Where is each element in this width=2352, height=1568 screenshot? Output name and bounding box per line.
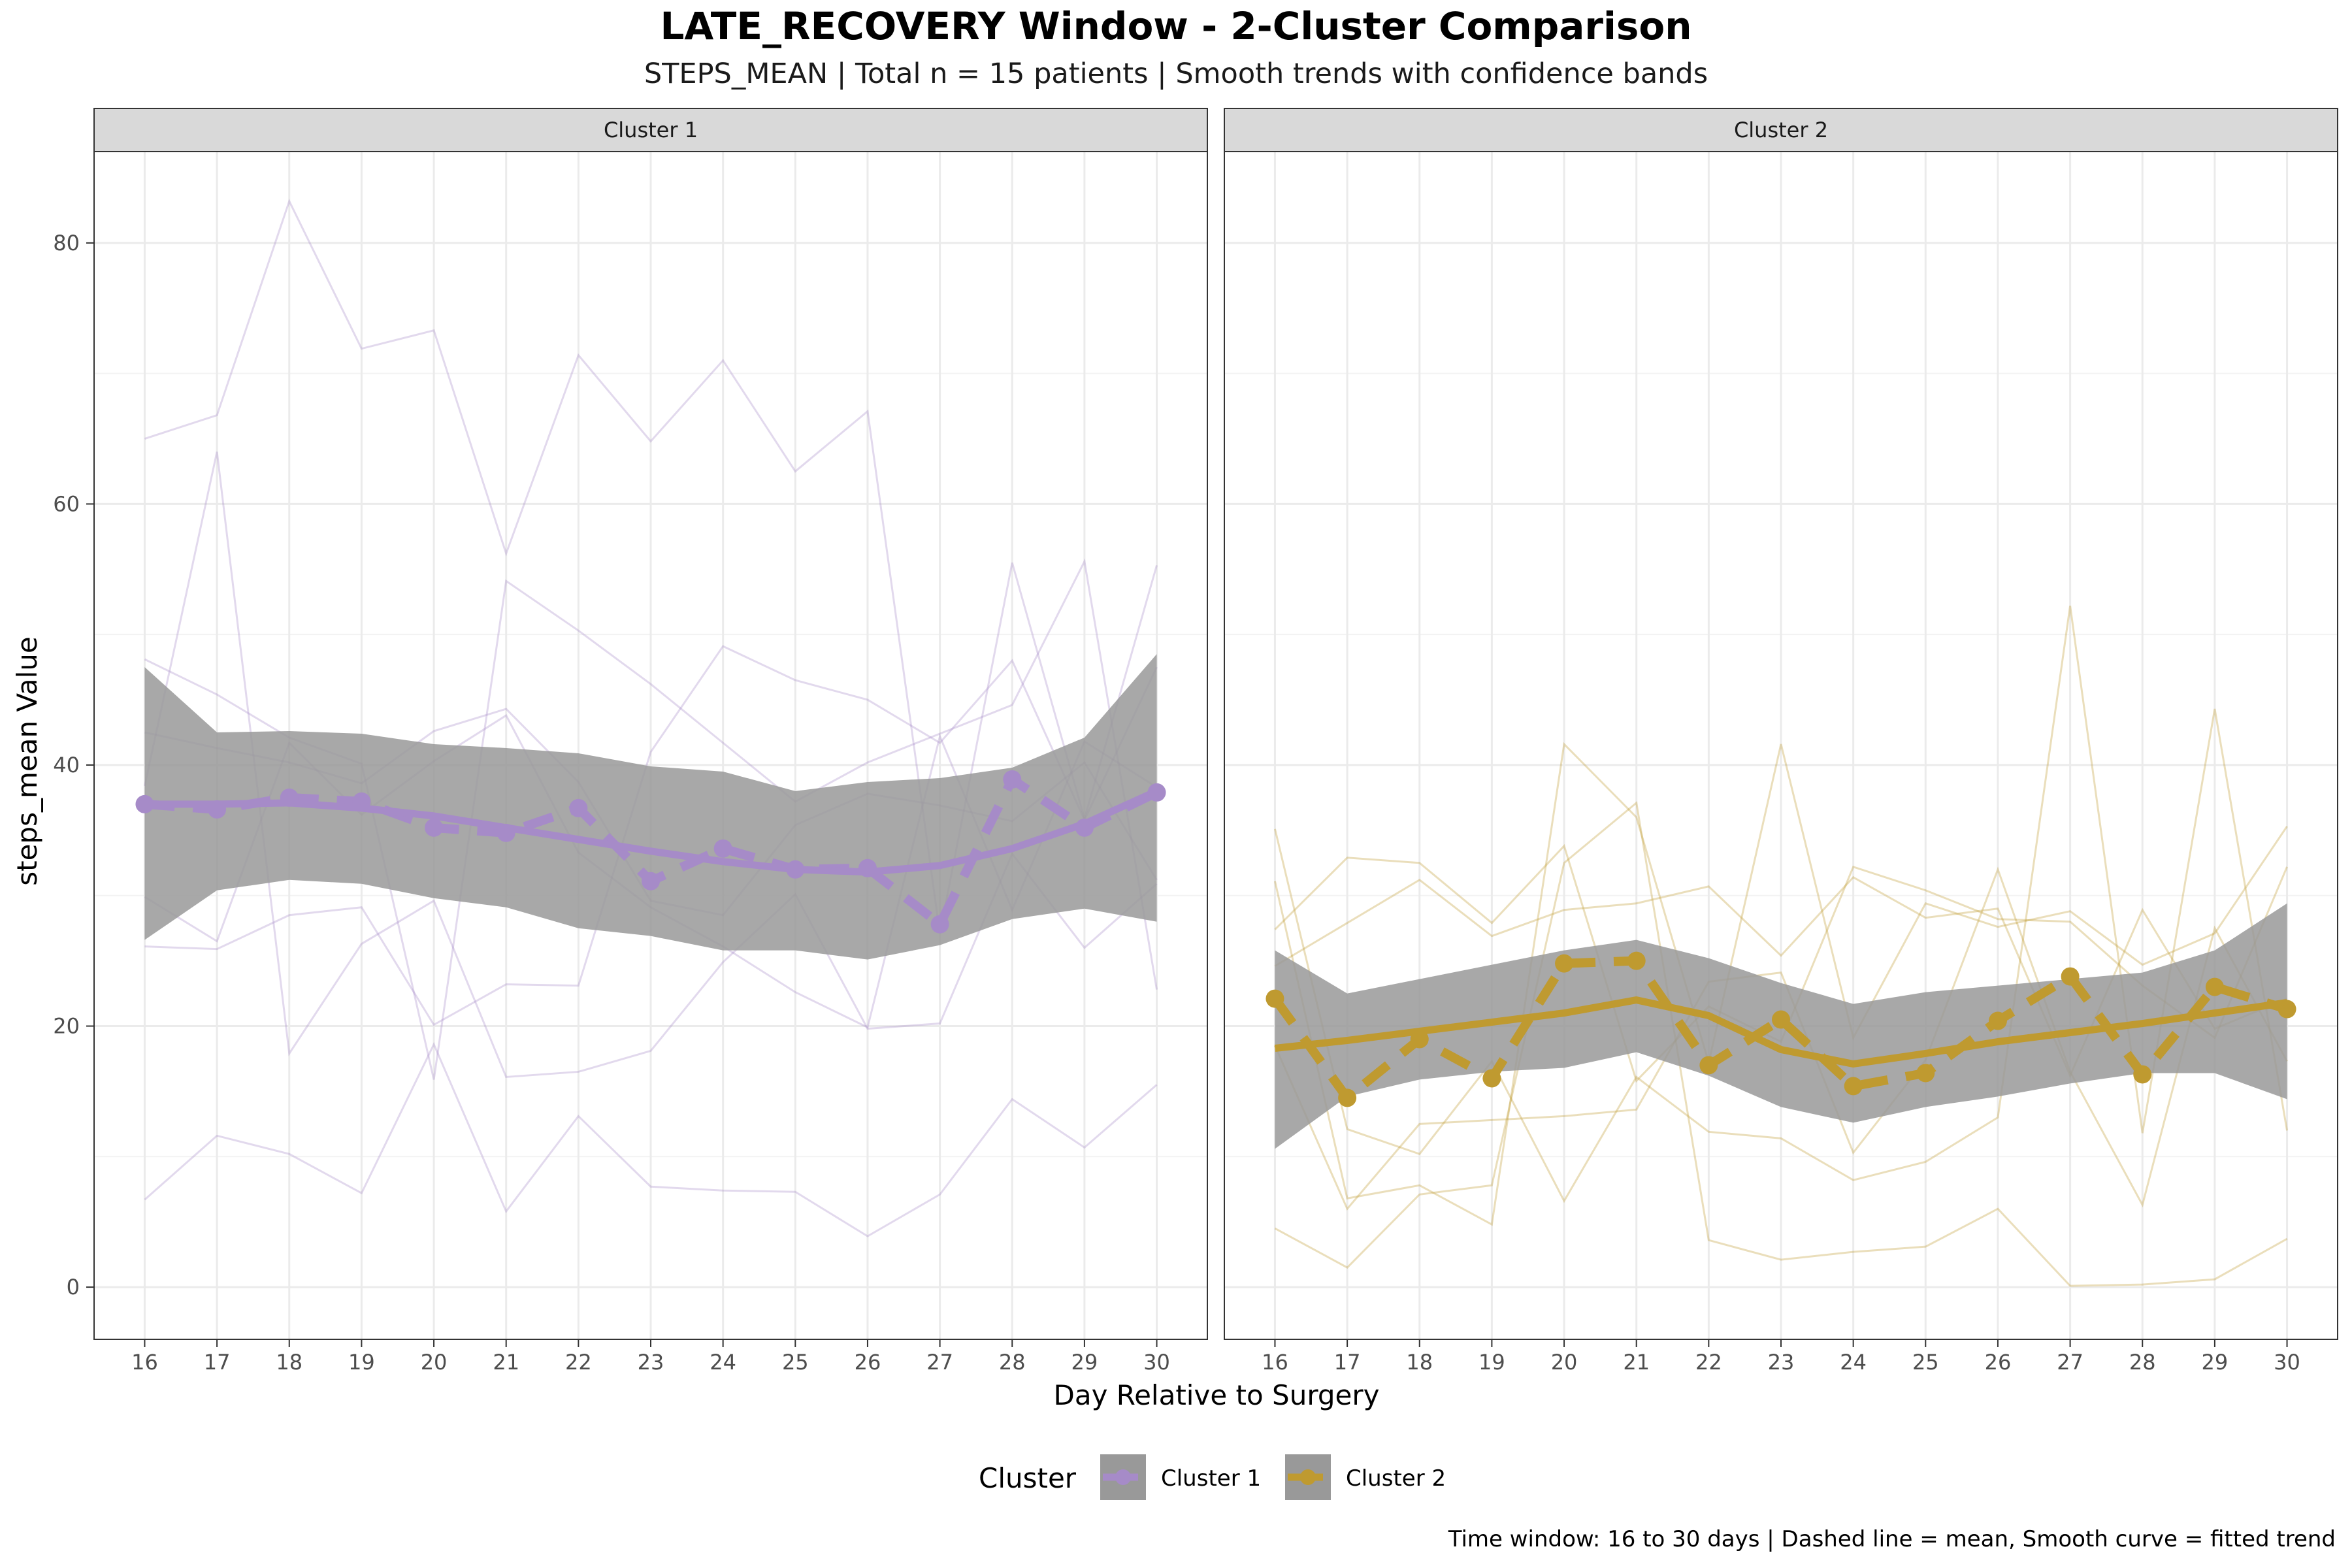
chart-caption: Time window: 16 to 30 days | Dashed line… — [1448, 1526, 2336, 1552]
x-tick-label: 23 — [638, 1350, 664, 1375]
patient-line-5 — [144, 1041, 1158, 1237]
x-tick-label: 28 — [2129, 1350, 2156, 1375]
mean-point — [1075, 818, 1094, 837]
x-tick-label: 25 — [782, 1350, 809, 1375]
x-tick-label: 17 — [1334, 1350, 1361, 1375]
mean-point — [208, 800, 227, 819]
mean-line — [1271, 956, 2289, 1103]
x-tick-label: 20 — [421, 1350, 448, 1375]
legend-label-cluster-1: Cluster 1 — [1161, 1465, 1261, 1492]
x-tick-label: 25 — [1912, 1350, 1939, 1375]
smooth-trend-line — [144, 787, 1158, 876]
x-tick-label: 26 — [855, 1350, 881, 1375]
mean-point — [642, 872, 660, 890]
x-tick-label: 24 — [1840, 1350, 1867, 1375]
mean-point — [930, 915, 949, 934]
mean-point — [1147, 783, 1166, 802]
legend-key-cluster-2 — [1285, 1454, 1331, 1500]
y-tick-label: 80 — [53, 231, 80, 255]
x-tick-label: 26 — [1985, 1350, 2012, 1375]
panels: Cluster 1 16 17 18 19 20 21 22 23 24 25 26 27 28 29 30 0… — [53, 108, 2338, 1375]
mean-point — [1482, 1069, 1501, 1088]
mean-point — [2278, 1000, 2296, 1019]
x-tick-label: 28 — [999, 1350, 1026, 1375]
y-axis-label: steps_mean Value — [11, 636, 43, 886]
x-tick-label: 24 — [710, 1350, 736, 1375]
confidence-band — [144, 654, 1157, 960]
x-tick-label: 27 — [2057, 1350, 2083, 1375]
chart-subtitle: STEPS_MEAN | Total n = 15 patients | Smo… — [644, 57, 1708, 90]
y-tick-label: 60 — [53, 491, 80, 516]
mean-point — [1003, 770, 1022, 789]
legend: Cluster Cluster 1 Cluster 2 — [979, 1454, 1446, 1500]
legend-label-cluster-2: Cluster 2 — [1346, 1465, 1446, 1492]
mean-point — [1988, 1011, 2007, 1030]
mean-point — [280, 788, 299, 807]
smooth-trend-line — [1274, 996, 2288, 1068]
mean-point — [2205, 977, 2224, 996]
x-tick-label: 20 — [1551, 1350, 1578, 1375]
mean-point — [425, 818, 444, 837]
mean-point — [569, 798, 588, 817]
legend-key-cluster-1 — [1100, 1454, 1146, 1500]
x-tick-label: 21 — [1623, 1350, 1650, 1375]
facet-strip — [1224, 108, 2338, 152]
x-tick-label: 19 — [1478, 1350, 1505, 1375]
mean-point — [1699, 1056, 1718, 1075]
x-tick-label: 27 — [926, 1350, 953, 1375]
mean-point — [1844, 1077, 1863, 1096]
mean-point — [1555, 954, 1574, 973]
mean-point — [497, 823, 515, 842]
x-tick-label: 17 — [204, 1350, 231, 1375]
patient-line-3 — [1274, 801, 2288, 1287]
mean-point — [1410, 1030, 1429, 1049]
mean-point — [713, 839, 732, 858]
mean-point — [1338, 1088, 1357, 1107]
patient-line-5 — [1274, 875, 2288, 1079]
x-tick-label: 18 — [276, 1350, 302, 1375]
mean-point — [1772, 1010, 1790, 1029]
patient-line-2 — [1273, 742, 2288, 1226]
y-tick-label: 20 — [53, 1014, 80, 1039]
patient-line-1 — [144, 198, 1158, 934]
patient-line-1 — [1273, 606, 2289, 1203]
panel-cluster-2: Cluster 2 16 17 18 19 20 21 22 23 24 25 26 27 28 29 30 — [1224, 108, 2338, 1375]
x-tick-label: 23 — [1768, 1350, 1795, 1375]
x-tick-label: 16 — [1262, 1350, 1288, 1375]
y-tick-label: 0 — [67, 1275, 80, 1299]
chart-title: LATE_RECOVERY Window - 2-Cluster Compari… — [660, 4, 1692, 48]
patient-line-3 — [144, 645, 1158, 1026]
legend-title: Cluster — [979, 1462, 1077, 1494]
x-tick-label: 29 — [2202, 1350, 2229, 1375]
x-tick-label: 22 — [1695, 1350, 1722, 1375]
x-tick-label: 22 — [565, 1350, 592, 1375]
facet-strip-label: Cluster 1 — [604, 118, 698, 142]
mean-point — [1266, 989, 1284, 1008]
x-tick-label: 30 — [1143, 1350, 1170, 1375]
mean-point — [1627, 951, 1646, 970]
mean-point — [135, 794, 154, 813]
mean-point — [786, 860, 805, 879]
x-tick-label: 19 — [348, 1350, 375, 1375]
x-tick-label: 29 — [1071, 1350, 1098, 1375]
x-tick-label: 16 — [131, 1350, 158, 1375]
mean-point — [352, 792, 371, 811]
panel-cluster-1: Cluster 1 16 17 18 19 20 21 22 23 24 25 26 27 28 29 30 0… — [53, 108, 1208, 1375]
mean-point — [2133, 1065, 2152, 1084]
mean-point — [1916, 1064, 1935, 1083]
x-tick-label: 18 — [1406, 1350, 1433, 1375]
facet-strip-label: Cluster 2 — [1734, 118, 1828, 142]
mean-point — [858, 858, 877, 877]
y-tick-label: 40 — [53, 753, 80, 777]
mean-point — [2061, 967, 2080, 986]
x-axis-label: Day Relative to Surgery — [1054, 1379, 1380, 1411]
patient-line-6 — [1274, 866, 2288, 1211]
x-tick-label: 30 — [2274, 1350, 2300, 1375]
x-tick-label: 21 — [493, 1350, 519, 1375]
